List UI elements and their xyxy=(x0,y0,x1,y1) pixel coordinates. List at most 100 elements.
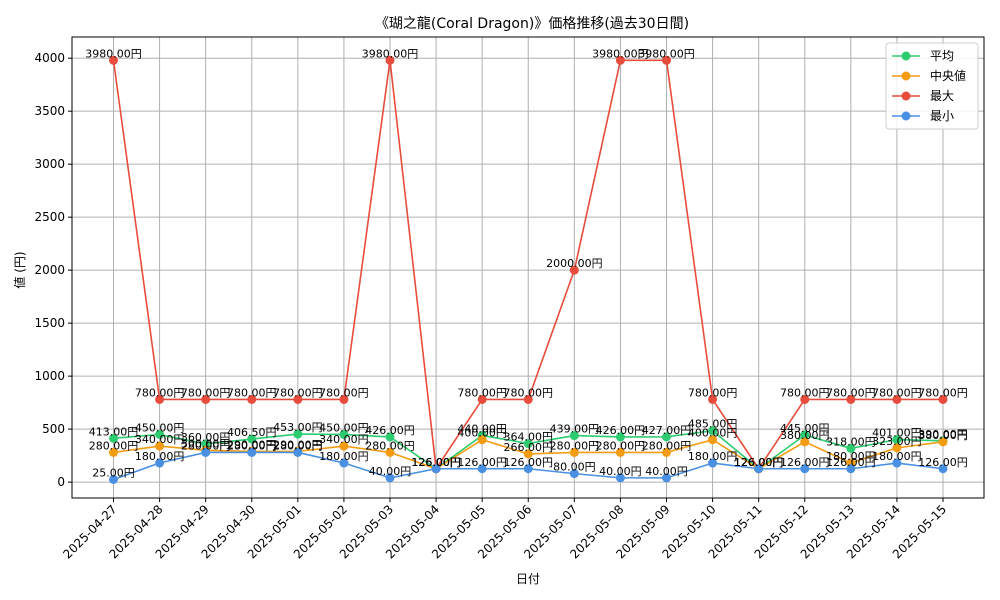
data-point xyxy=(201,447,211,457)
data-label: 426.00円 xyxy=(365,424,415,437)
legend-label: 中央値 xyxy=(930,68,966,83)
data-label: 380.00円 xyxy=(918,429,968,442)
data-label: 180.00円 xyxy=(319,450,369,463)
data-label: 413.00円 xyxy=(89,425,139,438)
legend-swatch-marker xyxy=(901,71,911,81)
data-label: 300.00円 xyxy=(181,437,231,450)
data-point xyxy=(155,441,165,451)
data-label: 180.00円 xyxy=(872,450,922,463)
y-tick-label: 2500 xyxy=(34,210,65,224)
data-point xyxy=(800,394,810,404)
data-point xyxy=(155,458,165,468)
data-label: 126.00円 xyxy=(734,456,784,469)
data-label: 323.00円 xyxy=(872,435,922,448)
data-label: 439.00円 xyxy=(550,423,600,436)
data-label: 780.00円 xyxy=(319,386,369,399)
data-label: 780.00円 xyxy=(872,386,922,399)
data-label: 40.00円 xyxy=(369,465,412,478)
data-point xyxy=(708,458,718,468)
data-point xyxy=(385,432,395,442)
data-point xyxy=(155,394,165,404)
y-axis-label: 値 (円) xyxy=(12,251,27,288)
data-label: 126.00円 xyxy=(504,456,554,469)
data-label: 25.00円 xyxy=(92,466,135,479)
data-point xyxy=(339,429,349,439)
axes: 050010001500200025003000350040002025-04-… xyxy=(34,36,985,561)
data-label: 126.00円 xyxy=(411,456,461,469)
data-label: 780.00円 xyxy=(918,386,968,399)
data-point xyxy=(615,432,625,442)
data-label: 780.00円 xyxy=(181,386,231,399)
data-point xyxy=(155,429,165,439)
y-tick-label: 4000 xyxy=(34,51,65,65)
data-label: 40.00円 xyxy=(645,465,688,478)
data-point xyxy=(892,458,902,468)
data-label: 780.00円 xyxy=(780,386,830,399)
data-point xyxy=(615,447,625,457)
data-label: 780.00円 xyxy=(135,386,185,399)
data-point xyxy=(892,443,902,453)
data-point xyxy=(569,469,579,479)
data-label: 266.00円 xyxy=(504,441,554,454)
data-label: 318.00円 xyxy=(826,435,876,448)
data-label: 180.00円 xyxy=(688,450,738,463)
data-point xyxy=(938,437,948,447)
data-label: 280.00円 xyxy=(227,439,277,452)
data-label: 406.50円 xyxy=(227,426,277,439)
data-point xyxy=(569,265,579,275)
y-tick-label: 0 xyxy=(57,475,65,489)
data-label: 126.00円 xyxy=(918,456,968,469)
data-point xyxy=(293,394,303,404)
data-point xyxy=(800,437,810,447)
data-point xyxy=(247,447,257,457)
legend-label: 最小 xyxy=(930,109,954,123)
data-point xyxy=(662,55,671,65)
data-label: 280.00円 xyxy=(89,439,139,452)
data-label: 426.00円 xyxy=(596,424,646,437)
data-label: 3980.00円 xyxy=(362,47,419,60)
data-point xyxy=(523,464,533,474)
data-point xyxy=(708,394,718,404)
chart-title: 《瑚之龍(Coral Dragon)》価格推移(過去30日間) xyxy=(375,15,689,32)
data-point xyxy=(201,439,211,449)
y-tick-label: 1500 xyxy=(34,316,65,330)
data-label: 340.00円 xyxy=(319,433,369,446)
data-label: 780.00円 xyxy=(227,386,277,399)
data-point xyxy=(431,464,441,474)
data-label: 440.00円 xyxy=(457,422,507,435)
legend-frame xyxy=(885,42,979,130)
legend-label: 平均 xyxy=(930,49,954,63)
data-point xyxy=(662,432,671,442)
data-point xyxy=(385,447,395,457)
data-point xyxy=(523,439,533,449)
data-point xyxy=(892,394,902,404)
legend-swatch-marker xyxy=(901,111,911,121)
data-label: 180.00円 xyxy=(135,450,185,463)
data-point xyxy=(477,464,487,474)
data-label: 2000.00円 xyxy=(546,257,603,270)
data-point xyxy=(339,394,349,404)
data-label: 400.00円 xyxy=(457,427,507,440)
data-label: 126.00円 xyxy=(734,456,784,469)
data-label: 450.00円 xyxy=(319,421,369,434)
data-point xyxy=(247,434,257,444)
data-label: 390.00円 xyxy=(918,428,968,441)
data-label: 427.00円 xyxy=(642,424,692,437)
data-point xyxy=(201,394,211,404)
data-label: 280.00円 xyxy=(273,439,323,452)
data-point xyxy=(800,464,810,474)
data-label: 126.00円 xyxy=(734,456,784,469)
data-point xyxy=(109,433,118,443)
legend-label: 最大 xyxy=(930,89,954,103)
data-label: 340.00円 xyxy=(135,433,185,446)
data-label: 780.00円 xyxy=(273,386,323,399)
series-layer xyxy=(109,55,948,484)
data-point xyxy=(892,435,902,445)
data-label: 364.00円 xyxy=(504,431,554,444)
data-label: 780.00円 xyxy=(688,386,738,399)
data-label: 180.00円 xyxy=(826,450,876,463)
data-point xyxy=(662,447,671,457)
data-point xyxy=(339,458,349,468)
data-point xyxy=(247,394,257,404)
